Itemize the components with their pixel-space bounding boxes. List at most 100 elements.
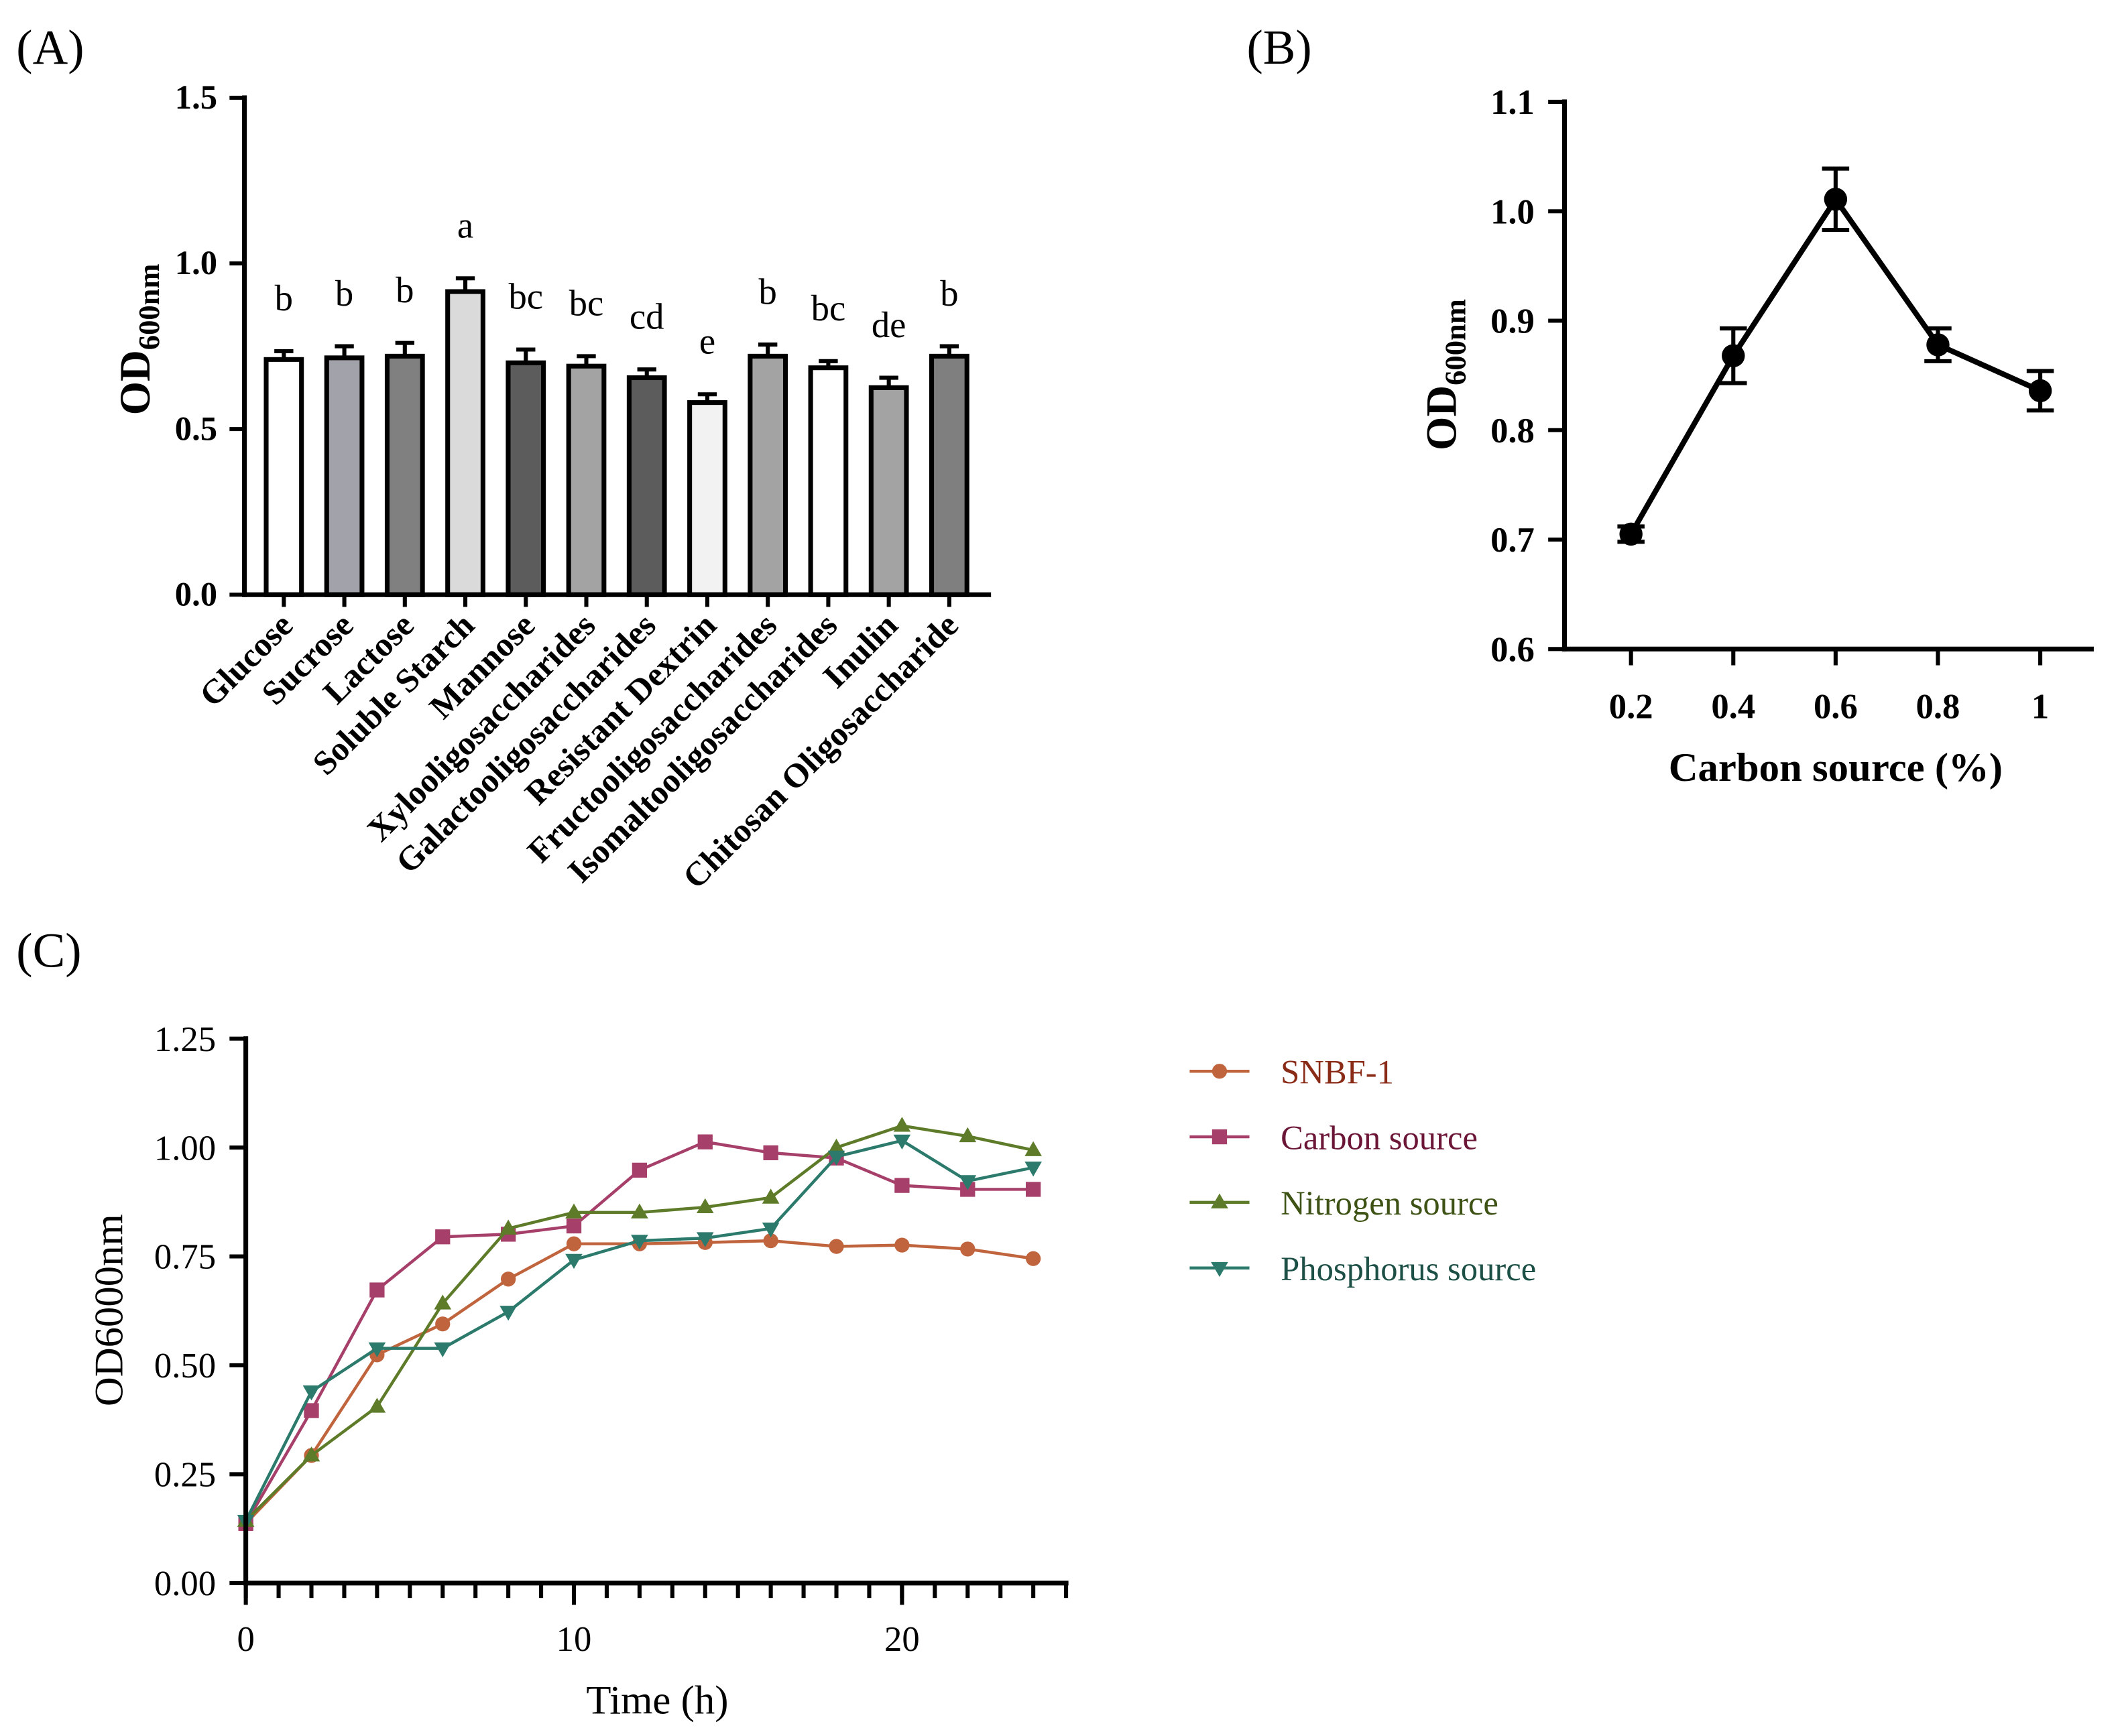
legend-item: Nitrogen source (1189, 1184, 1498, 1222)
y-tick-label: 1.0 (175, 244, 217, 282)
data-point (697, 1134, 713, 1150)
y-axis-label: OD600nm (111, 263, 166, 415)
data-point (632, 1162, 648, 1178)
data-point (960, 1241, 976, 1257)
data-point (1024, 1162, 1042, 1177)
series-phosphorus-source (237, 1134, 1042, 1530)
panel-a-label: (A) (16, 20, 84, 74)
data-point (434, 1294, 452, 1310)
x-tick-label: 0.4 (1711, 688, 1755, 727)
y-tick-label: 0.5 (175, 410, 217, 447)
significance-letter: b (759, 271, 777, 312)
panel-c-line-chart: (C) 0 10 20 0.00 0.25 0.50 0.75 1.00 1.25 Time (h… (16, 923, 1536, 1723)
significance-letter: bc (811, 288, 846, 328)
y-axis-label: OD600nm (1417, 299, 1472, 450)
legend-label: Phosphorus source (1281, 1250, 1536, 1288)
significance-letter: e (699, 320, 715, 361)
y-tick-label: 0.7 (1490, 521, 1535, 560)
data-point (893, 1134, 911, 1150)
legend-marker (1212, 1064, 1228, 1079)
bar (687, 400, 727, 597)
y-tick-label: 0.75 (154, 1238, 216, 1277)
bar (445, 289, 485, 597)
data-point (566, 1236, 582, 1251)
x-tick-label: 0.2 (1609, 688, 1653, 727)
data-point (894, 1178, 910, 1193)
data-point (565, 1203, 583, 1219)
data-point (368, 1398, 386, 1413)
x-tick-label: 0 (237, 1620, 254, 1659)
legend-marker (1211, 1193, 1228, 1208)
y-tick-label: 1.1 (1490, 83, 1535, 122)
legend-item: Carbon source (1189, 1119, 1478, 1156)
y-tick-label: 0.25 (154, 1456, 216, 1495)
data-point (499, 1306, 517, 1321)
data-point (959, 1175, 977, 1190)
bar (626, 375, 667, 597)
data-point (435, 1316, 451, 1332)
significance-letter: b (275, 277, 293, 318)
x-axis-label: Time (h) (586, 1678, 728, 1723)
y-axis-label-main: OD (1417, 385, 1466, 450)
data-point (304, 1403, 319, 1418)
data-point (369, 1282, 385, 1298)
data-point (565, 1253, 583, 1269)
data-point (763, 1233, 778, 1249)
legend-item: Phosphorus source (1189, 1250, 1536, 1288)
series-nitrogen-source (237, 1117, 1042, 1527)
x-tick-label: 20 (884, 1620, 920, 1659)
data-point (893, 1117, 911, 1132)
x-tick-label: 0.6 (1814, 688, 1858, 727)
data-point (829, 1239, 844, 1254)
significance-letter: bc (508, 276, 543, 317)
x-tick-label: 0.8 (1916, 688, 1960, 727)
data-point (302, 1446, 320, 1462)
data-point (762, 1223, 780, 1238)
legend-item: SNBF-1 (1189, 1053, 1394, 1091)
bar (324, 355, 365, 597)
data-point (2028, 379, 2052, 403)
y-tick-label: 0.00 (154, 1564, 216, 1603)
data-point (631, 1203, 648, 1219)
data-point (1926, 333, 1950, 357)
data-point (499, 1219, 517, 1235)
bar (384, 353, 425, 597)
bar (263, 357, 304, 597)
bar (929, 353, 969, 597)
y-axis-label: OD6000nm (86, 1214, 131, 1406)
significance-letter: bc (569, 283, 604, 324)
significance-letter: b (396, 269, 414, 310)
significance-letter: de (872, 304, 906, 345)
y-axis-label-subscript: 600nm (132, 263, 166, 350)
y-tick-label: 1.0 (1490, 192, 1535, 231)
bar (868, 385, 909, 597)
y-axis-label-main: OD (111, 350, 160, 415)
data-point (762, 1188, 780, 1204)
data-point (302, 1385, 320, 1401)
panel-b-line-chart: (B) 0.6 0.7 0.8 0.9 1.0 1.1 0.2 0.4 0.6 0.8 1 Carbo… (1246, 20, 2094, 790)
legend-marker (1212, 1129, 1228, 1145)
bar (566, 363, 607, 597)
y-tick-label: 0.50 (154, 1347, 216, 1385)
legend-marker (1211, 1261, 1228, 1278)
panel-c-label: (C) (16, 923, 81, 977)
bar (506, 360, 546, 597)
y-tick-label: 0.0 (175, 575, 217, 613)
data-point (1025, 1251, 1041, 1266)
panel-b-label: (B) (1246, 20, 1311, 74)
data-point (894, 1237, 910, 1253)
data-point (631, 1235, 648, 1250)
data-point (696, 1232, 714, 1247)
legend-label: SNBF-1 (1281, 1053, 1394, 1091)
data-point (1025, 1182, 1041, 1197)
significance-letter: b (335, 273, 353, 314)
legend-label: Carbon source (1281, 1119, 1478, 1156)
y-axis-label-subscript: 600nm (1439, 299, 1472, 385)
bar (808, 365, 849, 597)
y-tick-label: 1.5 (175, 78, 217, 116)
data-point (1024, 1141, 1042, 1156)
data-point (763, 1145, 778, 1161)
data-point (500, 1272, 516, 1287)
